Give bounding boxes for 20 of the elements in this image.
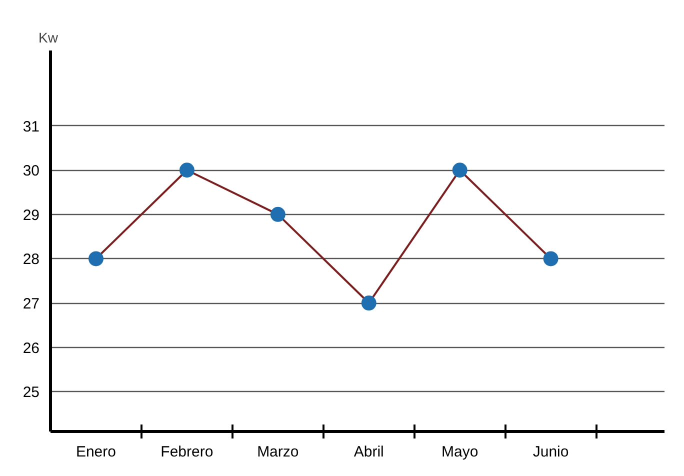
point: [543, 251, 558, 266]
y-tick-label: 26: [22, 340, 40, 357]
y-axis-title: Kw: [38, 30, 59, 46]
y-tick-label: 31: [22, 118, 40, 136]
point: [270, 206, 286, 222]
y-tick-label: 27: [22, 296, 40, 313]
point: [452, 162, 468, 178]
y-tick-label: 25: [22, 384, 40, 402]
point: [361, 296, 376, 311]
x-tick-label: Abril: [354, 444, 384, 460]
x-tick-label: Marzo: [257, 444, 299, 460]
y-tick-label: 29: [22, 206, 40, 224]
x-tick-label: Enero: [76, 444, 116, 460]
x-tick-label: Junio: [532, 444, 569, 460]
y-tick-label: 28: [22, 251, 40, 268]
x-tick-label: Febrero: [160, 444, 214, 460]
y-tick-label: 30: [22, 162, 40, 180]
point: [88, 251, 104, 266]
x-tick-label: Mayo: [441, 444, 478, 460]
point: [179, 162, 194, 178]
